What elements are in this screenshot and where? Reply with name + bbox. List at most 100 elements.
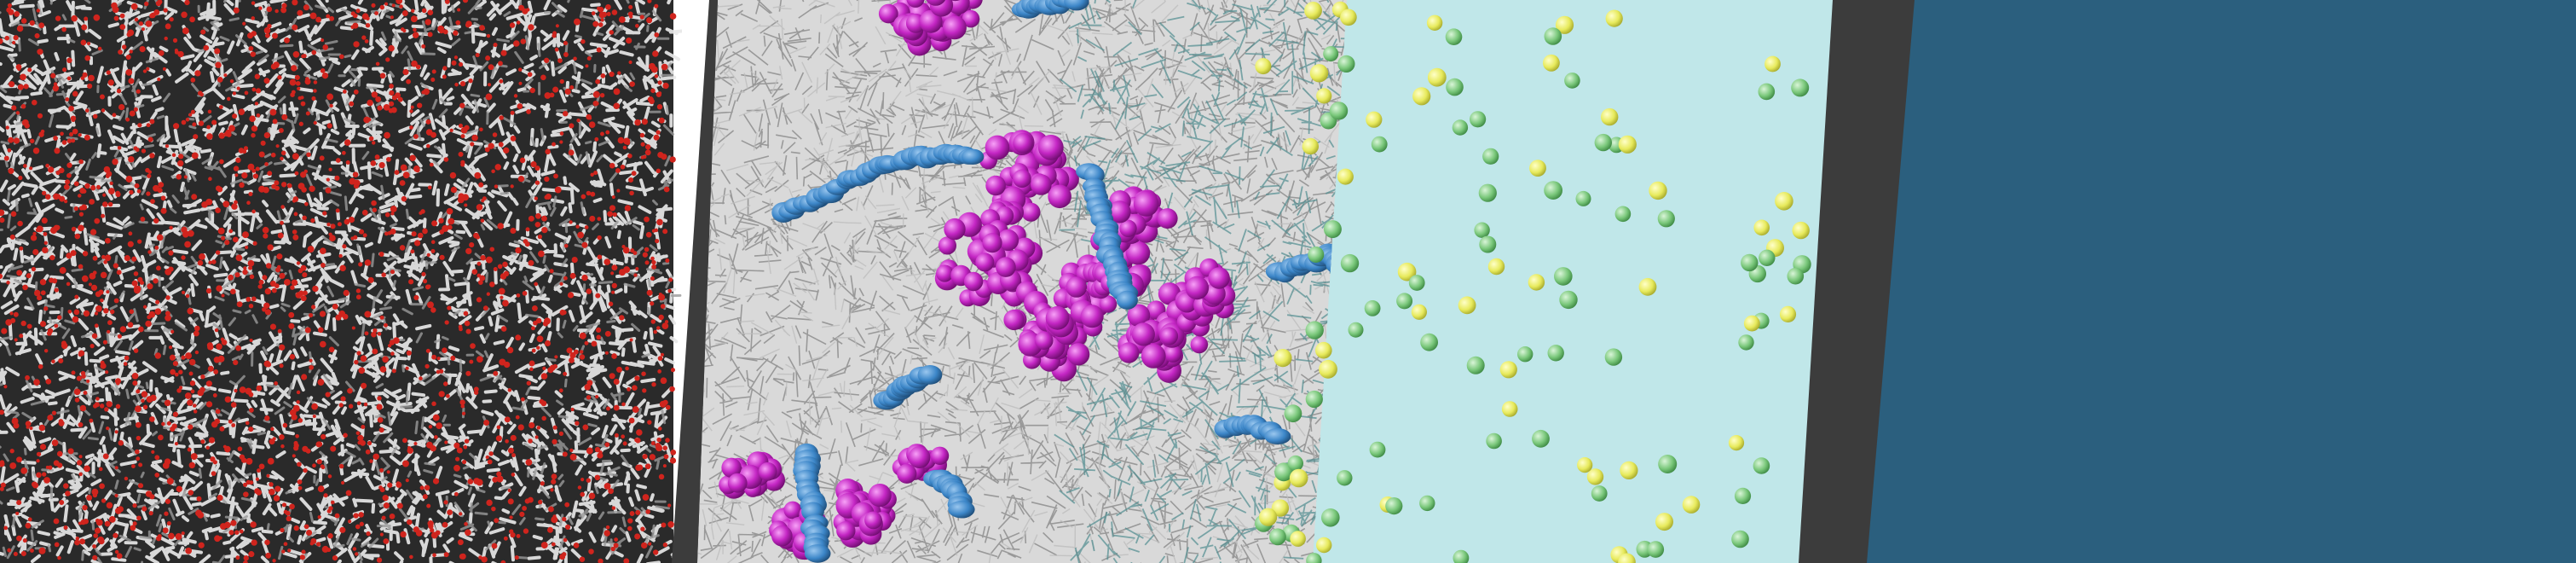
magenta-atom: [1080, 305, 1104, 328]
yellow-ion: [1302, 137, 1320, 155]
green-ion: [1734, 487, 1752, 505]
yellow-ion: [1655, 513, 1673, 531]
green-ion: [1532, 429, 1550, 448]
green-ion: [1544, 181, 1562, 200]
green-ion: [1408, 275, 1425, 291]
magenta-atom: [919, 9, 943, 33]
green-ion: [1658, 455, 1678, 473]
green-ion: [1564, 73, 1580, 89]
magenta-atom: [1141, 344, 1166, 369]
magenta-atom: [1034, 331, 1054, 351]
green-ion: [1321, 508, 1340, 527]
magenta-atom: [963, 271, 984, 292]
green-ion: [1547, 345, 1564, 362]
yellow-ion: [1728, 434, 1745, 451]
green-ion: [1287, 455, 1304, 472]
yellow-ion: [1259, 508, 1278, 526]
yellow-ion: [1779, 305, 1797, 322]
magenta-atom: [982, 233, 1002, 253]
green-ion: [1741, 253, 1759, 272]
magenta-atom: [1045, 305, 1070, 330]
magenta-atom: [1031, 174, 1052, 195]
green-ion: [1466, 356, 1485, 374]
green-ion: [1791, 78, 1810, 97]
magenta-atom: [1133, 191, 1159, 217]
magenta-atom: [946, 0, 970, 15]
magenta-atom: [721, 457, 742, 478]
magenta-atom: [1013, 169, 1031, 189]
green-ion: [1452, 119, 1469, 136]
magenta-atom: [1048, 184, 1071, 209]
yellow-ion: [1555, 15, 1574, 34]
green-ion: [1575, 190, 1591, 206]
blue-atom: [804, 544, 831, 563]
green-ion: [1544, 27, 1562, 45]
magenta-atom: [878, 3, 898, 24]
magenta-atom: [996, 257, 1016, 277]
magenta-atom: [944, 218, 966, 241]
green-ion: [1420, 333, 1438, 351]
yellow-ion: [1340, 9, 1357, 26]
magenta-atom: [758, 461, 777, 481]
green-ion: [1657, 210, 1675, 228]
yellow-ion: [1290, 531, 1306, 547]
green-ion: [1731, 530, 1749, 548]
yellow-ion: [1499, 361, 1517, 379]
magenta-atom: [962, 9, 980, 28]
green-ion: [1337, 470, 1353, 486]
green-ion: [1269, 528, 1286, 546]
green-ion: [1474, 222, 1490, 238]
green-ion: [1594, 133, 1613, 152]
membrane-panel: [697, 0, 1347, 563]
magenta-atom: [1190, 335, 1209, 354]
magenta-atom: [929, 0, 954, 17]
green-ion: [1305, 390, 1323, 409]
magenta-atom: [1066, 276, 1088, 298]
yellow-ion: [1487, 258, 1505, 276]
magenta-atom: [1208, 267, 1230, 289]
blue-atom: [1264, 428, 1291, 444]
green-ion: [1284, 404, 1302, 423]
magenta-atom: [783, 501, 802, 519]
green-ion: [1486, 432, 1502, 450]
magenta-atom: [897, 463, 917, 484]
yellow-ion: [1309, 64, 1329, 83]
yellow-ion: [1775, 192, 1793, 211]
green-ion: [1348, 322, 1364, 338]
green-ion: [1758, 83, 1776, 101]
magenta-atom: [836, 521, 856, 541]
yellow-ion: [1765, 55, 1781, 73]
magenta-atom: [1118, 342, 1140, 363]
green-ion: [1337, 55, 1355, 73]
magenta-atom: [1108, 200, 1131, 223]
green-ion: [1753, 457, 1770, 474]
yellow-ion: [1426, 15, 1443, 31]
yellow-ion: [1412, 87, 1431, 106]
green-ion: [1305, 321, 1324, 340]
yellow-ion: [1743, 315, 1760, 332]
yellow-ion: [1411, 304, 1427, 320]
blue-atom: [1064, 0, 1089, 11]
green-ion: [1759, 249, 1776, 266]
yellow-ion: [1427, 67, 1447, 87]
magenta-atom: [930, 446, 950, 465]
yellow-ion: [1792, 221, 1810, 240]
magenta-atom: [1185, 276, 1210, 300]
blue-atom: [917, 365, 943, 385]
yellow-ion: [1529, 160, 1546, 177]
magenta-atom: [1125, 241, 1151, 265]
yellow-ion: [1255, 58, 1272, 75]
magenta-atom: [996, 229, 1019, 252]
magenta-atom: [1158, 282, 1181, 305]
yellow-ion: [1397, 262, 1417, 282]
magenta-atom: [864, 511, 882, 530]
magenta-atom: [1099, 295, 1118, 313]
magenta-atom: [1037, 135, 1064, 160]
yellow-ion: [1319, 359, 1337, 379]
green-ion: [1478, 183, 1497, 202]
magenta-atom: [1119, 219, 1137, 237]
magenta-atom: [727, 473, 748, 493]
yellow-ion: [1618, 553, 1636, 563]
yellow-ion: [1274, 349, 1292, 368]
